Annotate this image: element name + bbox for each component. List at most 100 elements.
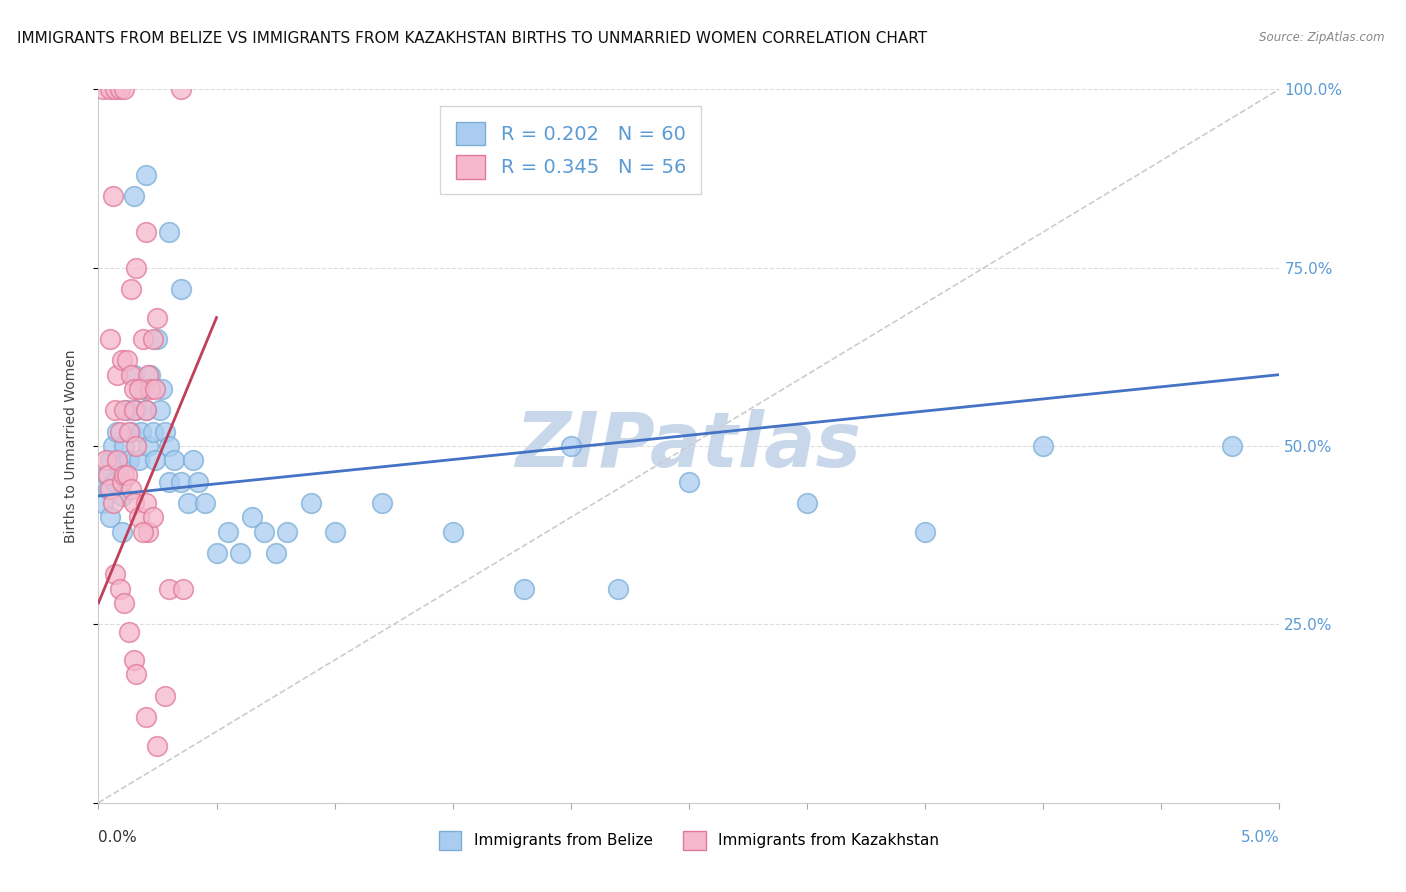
Point — [135, 168, 157, 182]
Point — [157, 225, 180, 239]
Point — [177, 496, 200, 510]
Point — [101, 439, 124, 453]
Point — [121, 368, 143, 382]
Text: 0.0%: 0.0% — [98, 830, 138, 845]
Point — [112, 403, 135, 417]
Point — [150, 382, 173, 396]
Point — [146, 739, 169, 753]
Point — [153, 425, 176, 439]
Point — [143, 382, 166, 396]
Point — [142, 425, 165, 439]
Point — [128, 453, 150, 467]
Point — [91, 496, 114, 510]
Point — [115, 403, 138, 417]
Point — [101, 189, 124, 203]
Point — [122, 382, 145, 396]
Point — [229, 546, 252, 560]
Point — [217, 524, 239, 539]
Point — [112, 82, 135, 96]
Point — [108, 582, 131, 596]
Point — [98, 510, 121, 524]
Point — [1220, 439, 1243, 453]
Point — [121, 482, 143, 496]
Point — [118, 624, 141, 639]
Point — [112, 596, 135, 610]
Point — [135, 403, 157, 417]
Point — [105, 453, 128, 467]
Point — [170, 82, 193, 96]
Point — [163, 453, 186, 467]
Point — [678, 475, 700, 489]
Point — [128, 382, 150, 396]
Point — [146, 332, 169, 346]
Point — [240, 510, 263, 524]
Point — [118, 425, 141, 439]
Point — [105, 425, 128, 439]
Point — [132, 332, 155, 346]
Point — [607, 582, 630, 596]
Point — [111, 489, 134, 503]
Text: 5.0%: 5.0% — [1240, 830, 1279, 845]
Point — [371, 496, 394, 510]
Point — [172, 582, 194, 596]
Point — [170, 475, 193, 489]
Point — [157, 475, 180, 489]
Point — [94, 453, 117, 467]
Point — [157, 439, 180, 453]
Point — [104, 475, 127, 489]
Point — [187, 475, 209, 489]
Point — [142, 332, 165, 346]
Point — [136, 524, 159, 539]
Point — [253, 524, 276, 539]
Point — [264, 546, 287, 560]
Point — [170, 282, 193, 296]
Point — [98, 82, 121, 96]
Point — [136, 368, 159, 382]
Point — [153, 689, 176, 703]
Point — [181, 453, 204, 467]
Point — [105, 368, 128, 382]
Point — [128, 510, 150, 524]
Point — [111, 475, 134, 489]
Point — [143, 453, 166, 467]
Point — [149, 403, 172, 417]
Point — [91, 82, 114, 96]
Point — [125, 439, 148, 453]
Point — [122, 368, 145, 382]
Point — [796, 496, 818, 510]
Text: ZIPatlas: ZIPatlas — [516, 409, 862, 483]
Point — [139, 368, 162, 382]
Point — [142, 510, 165, 524]
Point — [104, 82, 127, 96]
Point — [205, 546, 228, 560]
Point — [129, 425, 152, 439]
Point — [111, 353, 134, 368]
Point — [125, 667, 148, 681]
Point — [323, 524, 346, 539]
Point — [98, 332, 121, 346]
Point — [139, 382, 162, 396]
Text: Source: ZipAtlas.com: Source: ZipAtlas.com — [1260, 31, 1385, 45]
Point — [98, 453, 121, 467]
Point — [299, 496, 322, 510]
Point — [112, 467, 135, 482]
Point — [122, 403, 145, 417]
Point — [560, 439, 582, 453]
Point — [97, 482, 120, 496]
Point — [276, 524, 298, 539]
Point — [108, 82, 131, 96]
Point — [157, 582, 180, 596]
Point — [146, 310, 169, 325]
Point — [115, 467, 138, 482]
Point — [194, 496, 217, 510]
Point — [125, 403, 148, 417]
Point — [1032, 439, 1054, 453]
Point — [111, 524, 134, 539]
Point — [441, 524, 464, 539]
Point — [118, 453, 141, 467]
Point — [135, 496, 157, 510]
Y-axis label: Births to Unmarried Women: Births to Unmarried Women — [63, 350, 77, 542]
Point — [94, 467, 117, 482]
Point — [108, 460, 131, 475]
Text: IMMIGRANTS FROM BELIZE VS IMMIGRANTS FROM KAZAKHSTAN BIRTHS TO UNMARRIED WOMEN C: IMMIGRANTS FROM BELIZE VS IMMIGRANTS FRO… — [17, 31, 927, 46]
